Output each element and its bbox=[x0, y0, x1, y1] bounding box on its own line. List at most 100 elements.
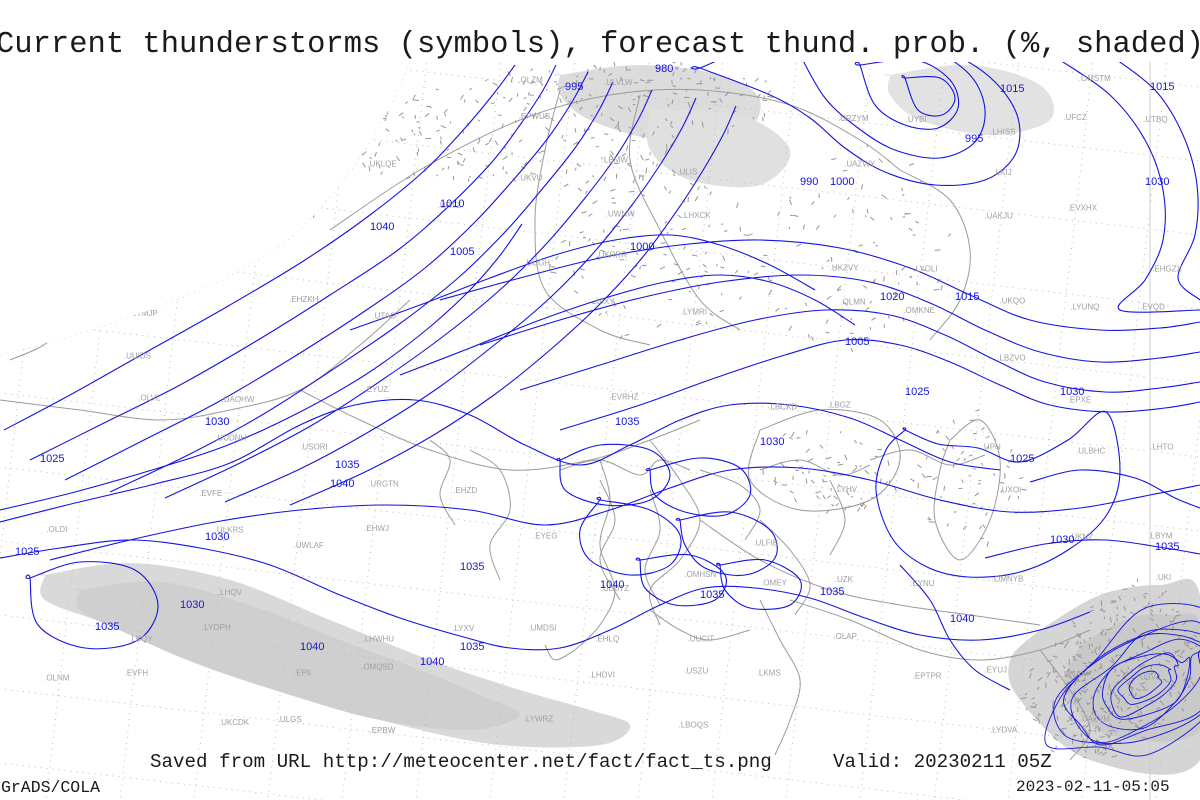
svg-text:.UKRRR: .UKRRR bbox=[596, 251, 627, 260]
svg-text:1015: 1015 bbox=[1150, 81, 1174, 93]
svg-text:.EHZD: .EHZD bbox=[453, 486, 477, 495]
svg-text:.UYBI: .UYBI bbox=[906, 115, 927, 124]
svg-text:1025: 1025 bbox=[905, 386, 929, 398]
svg-text:.UTAG: .UTAG bbox=[372, 312, 396, 321]
svg-text:1015: 1015 bbox=[955, 291, 979, 303]
svg-text:995: 995 bbox=[965, 133, 983, 145]
svg-text:980: 980 bbox=[655, 63, 673, 75]
svg-text:.EHLQ: .EHLQ bbox=[595, 634, 619, 643]
svg-text:1025: 1025 bbox=[40, 453, 64, 465]
svg-text:.UAOHW: .UAOHW bbox=[222, 395, 255, 404]
svg-text:.LKIJ: .LKIJ bbox=[994, 168, 1012, 177]
svg-text:.EVFE: .EVFE bbox=[199, 489, 222, 498]
svg-text:.UUIDS: .UUIDS bbox=[124, 351, 151, 360]
svg-text:1035: 1035 bbox=[820, 586, 844, 598]
svg-text:.EVRHZ: .EVRHZ bbox=[609, 393, 638, 402]
svg-text:.EYUJ: .EYUJ bbox=[984, 666, 1007, 675]
svg-text:.UZK: .UZK bbox=[835, 575, 854, 584]
svg-text:1025: 1025 bbox=[1010, 453, 1034, 465]
svg-text:.UIXY: .UIXY bbox=[594, 297, 616, 306]
svg-text:1030: 1030 bbox=[205, 531, 229, 543]
svg-text:.UKQO: .UKQO bbox=[999, 297, 1025, 306]
svg-text:.UNAX: .UNAX bbox=[1062, 670, 1087, 679]
svg-text:.LYHV: .LYHV bbox=[835, 485, 858, 494]
svg-text:.LKMS: .LKMS bbox=[757, 669, 781, 678]
svg-text:.LHISS: .LHISS bbox=[990, 127, 1015, 136]
svg-text:.EYUZ: .EYUZ bbox=[365, 385, 389, 394]
svg-text:.OLDI: .OLDI bbox=[46, 525, 67, 534]
svg-text:.UKLQE: .UKLQE bbox=[367, 159, 396, 168]
svg-text:.USVJ: .USVJ bbox=[1138, 673, 1161, 682]
svg-text:.EYMJP: .EYMJP bbox=[129, 309, 158, 318]
svg-text:1025: 1025 bbox=[15, 546, 39, 558]
svg-text:.EHGZX: .EHGZX bbox=[1152, 264, 1182, 273]
svg-text:1020: 1020 bbox=[880, 291, 904, 303]
svg-text:.ULFIB: .ULFIB bbox=[753, 538, 778, 547]
svg-text:.EYNU: .EYNU bbox=[910, 579, 935, 588]
svg-text:.OLZM: .OLZM bbox=[518, 76, 543, 85]
svg-text:.ULBHC: .ULBHC bbox=[1076, 447, 1106, 456]
svg-text:.UXOI: .UXOI bbox=[1000, 485, 1022, 494]
svg-text:.OLMN: .OLMN bbox=[840, 298, 866, 307]
svg-text:1040: 1040 bbox=[950, 613, 974, 625]
svg-text:1030: 1030 bbox=[180, 599, 204, 611]
svg-text:.LYUNQ: .LYUNQ bbox=[1070, 303, 1099, 312]
svg-text:.USORI: .USORI bbox=[300, 443, 328, 452]
svg-text:.EHZKH: .EHZKH bbox=[289, 295, 319, 304]
svg-text:.OMYW: .OMYW bbox=[283, 169, 311, 178]
svg-text:1035: 1035 bbox=[1155, 541, 1179, 553]
svg-text:.UWLAF: .UWLAF bbox=[294, 541, 324, 550]
svg-text:.ULVLW: .ULVLW bbox=[604, 78, 633, 87]
svg-text:1040: 1040 bbox=[600, 579, 624, 591]
svg-text:.UUDNH: .UUDNH bbox=[215, 433, 246, 442]
svg-text:1040: 1040 bbox=[300, 641, 324, 653]
svg-text:.UKI: .UKI bbox=[1156, 573, 1172, 582]
svg-text:.OLVL: .OLVL bbox=[138, 393, 161, 402]
svg-text:.OMNYB: .OMNYB bbox=[992, 574, 1024, 583]
svg-text:1030: 1030 bbox=[1050, 534, 1074, 546]
svg-text:.LHTO: .LHTO bbox=[1150, 443, 1173, 452]
svg-text:1035: 1035 bbox=[700, 589, 724, 601]
svg-text:.UKCDK: .UKCDK bbox=[219, 718, 250, 727]
svg-text:.OMQSD: .OMQSD bbox=[361, 663, 394, 672]
svg-text:1030: 1030 bbox=[205, 416, 229, 428]
svg-text:.LHQV: .LHQV bbox=[218, 588, 243, 597]
svg-text:1005: 1005 bbox=[845, 336, 869, 348]
svg-text:.EPII: .EPII bbox=[294, 668, 311, 677]
svg-text:.UWNW: .UWNW bbox=[606, 210, 635, 219]
svg-text:.UPN: .UPN bbox=[982, 443, 1001, 452]
svg-text:1035: 1035 bbox=[95, 621, 119, 633]
svg-text:.LYWRZ: .LYWRZ bbox=[524, 715, 554, 724]
svg-text:.EHXE: .EHXE bbox=[219, 252, 243, 261]
svg-text:.ULIS: .ULIS bbox=[677, 167, 697, 176]
svg-text:.LBOQS: .LBOQS bbox=[679, 721, 709, 730]
svg-text:1030: 1030 bbox=[760, 436, 784, 448]
svg-text:1040: 1040 bbox=[330, 478, 354, 490]
svg-text:.LYXV: .LYXV bbox=[452, 624, 475, 633]
svg-text:.OLNM: .OLNM bbox=[44, 674, 70, 683]
svg-text:1015: 1015 bbox=[1000, 83, 1024, 95]
svg-text:.ULGS: .ULGS bbox=[278, 715, 302, 724]
svg-text:.LYOPH: .LYOPH bbox=[202, 623, 231, 632]
svg-text:.UWNKN: .UWNKN bbox=[283, 211, 316, 220]
svg-text:1000: 1000 bbox=[830, 176, 854, 188]
svg-text:.OLAP: .OLAP bbox=[833, 632, 857, 641]
svg-text:.UUCIT: .UUCIT bbox=[688, 635, 715, 644]
svg-text:.LHDVI: .LHDVI bbox=[589, 670, 615, 679]
svg-text:1035: 1035 bbox=[615, 416, 639, 428]
svg-text:.LBZVO: .LBZVO bbox=[997, 354, 1025, 363]
svg-text:.LYMRI: .LYMRI bbox=[681, 307, 707, 316]
svg-text:.EHWJ: .EHWJ bbox=[364, 524, 389, 533]
svg-text:1010: 1010 bbox=[440, 198, 464, 210]
svg-text:1040: 1040 bbox=[370, 221, 394, 233]
svg-text:.EYEG: .EYEG bbox=[533, 532, 557, 541]
svg-text:1005: 1005 bbox=[450, 246, 474, 258]
svg-text:1035: 1035 bbox=[460, 561, 484, 573]
svg-text:.LBCKD: .LBCKD bbox=[768, 402, 797, 411]
svg-text:1035: 1035 bbox=[335, 459, 359, 471]
svg-text:.LHXCK: .LHXCK bbox=[682, 211, 712, 220]
svg-text:.LYDVA: .LYDVA bbox=[990, 726, 1018, 735]
svg-text:.URGTN: .URGTN bbox=[368, 479, 399, 488]
svg-text:.LBGZ: .LBGZ bbox=[828, 401, 851, 410]
svg-text:.EVQD: .EVQD bbox=[1140, 303, 1165, 312]
